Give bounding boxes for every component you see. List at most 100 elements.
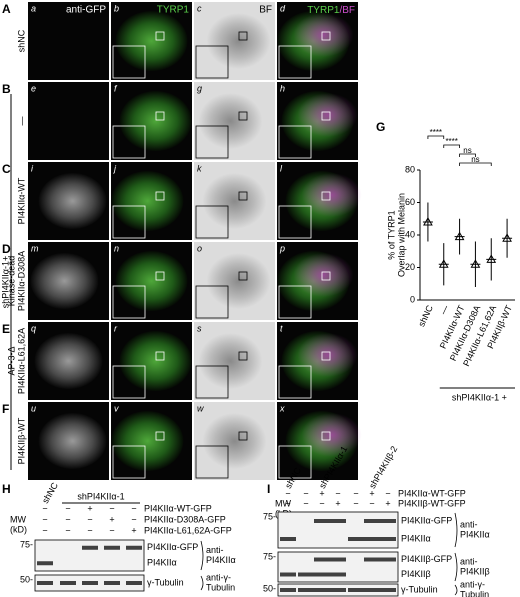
- merge-header-magenta: /BF: [339, 5, 355, 16]
- cell-signal: [202, 413, 267, 469]
- cell-signal: [34, 333, 103, 389]
- panel-letter: s: [197, 323, 202, 333]
- antibody-label: anti-: [206, 545, 224, 555]
- condition-sign: −: [131, 514, 136, 524]
- y-tick-label: 40: [405, 229, 415, 239]
- inset: [278, 445, 312, 479]
- x-tick-label: —: [438, 304, 451, 316]
- y-tick-label: 20: [405, 262, 415, 272]
- lane-group: shPI4KIIα-1: [77, 491, 124, 501]
- group-label: shPI4KIIα-1+: [0, 256, 10, 308]
- condition-sign: +: [131, 525, 136, 535]
- panel-letter: i: [31, 163, 34, 173]
- blot-band: [280, 537, 296, 541]
- blot-band: [330, 588, 346, 592]
- panel-letter: e: [31, 83, 36, 93]
- melanin-signal: [301, 413, 362, 457]
- antibody-label: anti-: [460, 556, 478, 566]
- blot-band: [330, 557, 346, 562]
- cell-signal: [111, 171, 184, 231]
- inset: [278, 45, 312, 79]
- panel-letter: u: [31, 403, 36, 413]
- significance-bracket: [459, 162, 492, 166]
- panel-letter: j: [113, 163, 117, 173]
- condition-sign: −: [303, 498, 308, 508]
- condition-sign: −: [303, 488, 308, 498]
- blot-band: [380, 519, 396, 523]
- blot-band: [314, 588, 330, 592]
- merge-header-green: TYRP1: [307, 5, 340, 16]
- panel-letter: h: [280, 83, 285, 93]
- mw-marker: 75-: [263, 511, 276, 521]
- cell-signal: [111, 411, 184, 471]
- melanin-signal: [293, 253, 354, 297]
- panel-letter: q: [31, 323, 36, 333]
- antibody-bracket: [200, 540, 204, 571]
- blot-band: [280, 572, 296, 577]
- band-label: PI4KIIα-GFP: [147, 542, 198, 552]
- blot-band: [82, 581, 98, 585]
- band-label: PI4KIIβ: [401, 569, 431, 579]
- cell-signal: [38, 413, 107, 469]
- mean-marker: [423, 216, 433, 226]
- blot-band: [380, 537, 396, 541]
- inset: [195, 365, 229, 399]
- condition-sign: −: [353, 498, 358, 508]
- antibody-bracket: [454, 512, 458, 548]
- inset: [195, 205, 229, 239]
- inset: [195, 285, 229, 319]
- melanin-signal: [297, 93, 358, 137]
- blot-band: [348, 537, 364, 541]
- row-label: PI4KIIβ-WT: [16, 417, 26, 464]
- blot-band: [330, 572, 346, 577]
- condition-name: PI4KIIα-WT-GFP: [398, 488, 466, 498]
- mean-marker: [470, 259, 481, 268]
- blot-band: [298, 572, 314, 577]
- blot-band: [60, 581, 76, 585]
- band-label: γ-Tubulin: [401, 584, 438, 594]
- panel-letter: H: [2, 482, 11, 496]
- blot-band: [380, 588, 396, 592]
- blot-band: [37, 561, 53, 566]
- condition-sign: +: [385, 498, 390, 508]
- cell-signal: [198, 333, 263, 389]
- condition-sign: −: [285, 488, 290, 498]
- cell-signal: [38, 173, 107, 229]
- group-label: shPI4KIIα-1 +: [452, 392, 507, 402]
- lane-group: shNC: [40, 480, 60, 505]
- cell-signal: [115, 11, 188, 71]
- row-letter: C: [2, 162, 11, 176]
- panel-letter: I: [267, 482, 270, 496]
- condition-sign: −: [335, 488, 340, 498]
- mean-marker: [486, 254, 497, 263]
- antibody-label: anti-γ-: [206, 572, 231, 582]
- panel-letter: t: [280, 323, 283, 333]
- significance-bracket: [459, 153, 476, 157]
- micrograph: [28, 2, 109, 80]
- significance-label: ns: [463, 146, 471, 155]
- blot-band: [37, 581, 53, 585]
- cell-signal: [206, 13, 271, 69]
- roi-box: [321, 111, 331, 121]
- mw-marker: 50-: [20, 574, 33, 584]
- column-header: anti-GFP: [66, 5, 106, 16]
- blot-band: [314, 519, 330, 523]
- condition-sign: −: [109, 503, 114, 513]
- antibody-bracket: [454, 552, 458, 582]
- panel-letter: d: [280, 3, 286, 13]
- band-label: γ-Tubulin: [147, 577, 184, 587]
- condition-sign: +: [319, 488, 324, 498]
- condition-sign: −: [87, 514, 92, 524]
- condition-sign: −: [65, 514, 70, 524]
- condition-sign: −: [131, 503, 136, 513]
- inset: [278, 285, 312, 319]
- antibody-label: PI4KIIα: [206, 555, 236, 565]
- mw-marker: 50-: [263, 583, 276, 593]
- mean-marker: [454, 231, 465, 241]
- condition-sign: −: [385, 488, 390, 498]
- roi-box: [238, 271, 248, 281]
- panel-letter: c: [197, 3, 202, 13]
- cell-signal: [119, 91, 192, 151]
- column-header: BF: [259, 5, 272, 16]
- inset: [195, 125, 229, 159]
